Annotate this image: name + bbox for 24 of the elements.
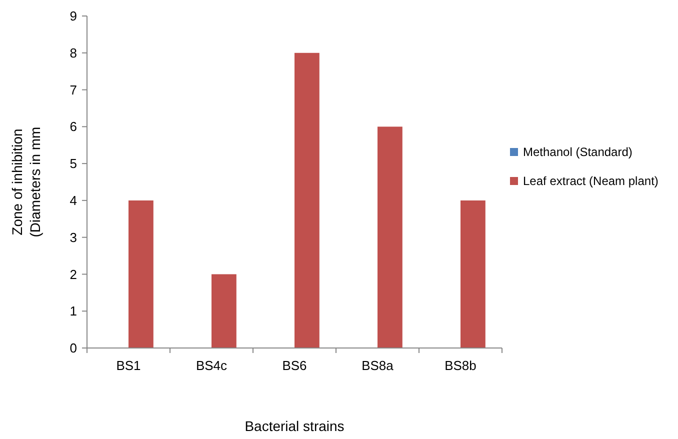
x-axis-title: Bacterial strains	[244, 418, 344, 434]
y-tick-label: 4	[70, 192, 77, 208]
y-tick-label: 8	[70, 45, 77, 60]
bar	[294, 52, 320, 348]
legend-label: Methanol (Standard)	[523, 145, 632, 160]
bar	[128, 200, 154, 348]
x-tick-label: BS4c	[196, 358, 228, 373]
bar	[378, 126, 402, 348]
x-tick-label: BS8b	[444, 358, 476, 373]
y-tick-label: 6	[70, 119, 77, 134]
x-tick-label: BS8a	[362, 358, 394, 373]
y-tick-label: 0	[70, 340, 77, 356]
bar	[212, 274, 236, 348]
bar	[460, 200, 486, 348]
y-tick-label: 3	[70, 230, 77, 245]
y-tick-label: 1	[70, 304, 77, 319]
y-tick-label: 9	[70, 8, 77, 24]
y-tick-label: 5	[70, 156, 77, 172]
y-axis-title: Zone of inhibition (Diameters in mm	[9, 126, 44, 238]
y-tick-label: 7	[70, 82, 77, 98]
x-tick-label: BS6	[282, 358, 307, 373]
x-tick-label: BS1	[116, 358, 141, 373]
y-tick-label: 2	[70, 266, 77, 282]
legend-label: Leaf extract (Neam plant)	[523, 174, 658, 188]
